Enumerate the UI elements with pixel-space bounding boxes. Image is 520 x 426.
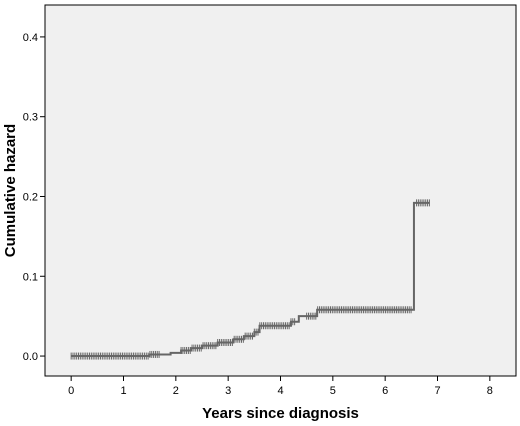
x-tick-label-7: 7 — [434, 385, 440, 397]
x-tick-label-5: 5 — [330, 385, 336, 397]
x-axis-title: Years since diagnosis — [202, 405, 359, 422]
y-tick-label-3: 0.3 — [23, 112, 38, 124]
y-tick-label-2: 0.2 — [23, 191, 38, 203]
series-layer — [70, 199, 430, 360]
y-tick-label-4: 0.4 — [23, 32, 38, 44]
y-tick-label-1: 0.1 — [23, 271, 38, 283]
x-tick-label-4: 4 — [277, 385, 283, 397]
x-tick-label-2: 2 — [173, 385, 179, 397]
x-tick-label-1: 1 — [120, 385, 126, 397]
y-axis-title: Cumulative hazard — [2, 124, 19, 257]
x-tick-label-3: 3 — [225, 385, 231, 397]
axes — [40, 36, 491, 381]
hazard-step-line-0 — [71, 201, 430, 358]
x-tick-label-6: 6 — [382, 385, 388, 397]
plot-area — [44, 4, 517, 377]
x-tick-label-8: 8 — [487, 385, 493, 397]
y-tick-label-0: 0.0 — [23, 351, 38, 363]
tick-labels: 0 1 2 3 4 5 6 7 8 0.0 0.1 0.2 0.3 0.4 — [23, 32, 493, 397]
x-tick-label-0: 0 — [68, 385, 74, 397]
